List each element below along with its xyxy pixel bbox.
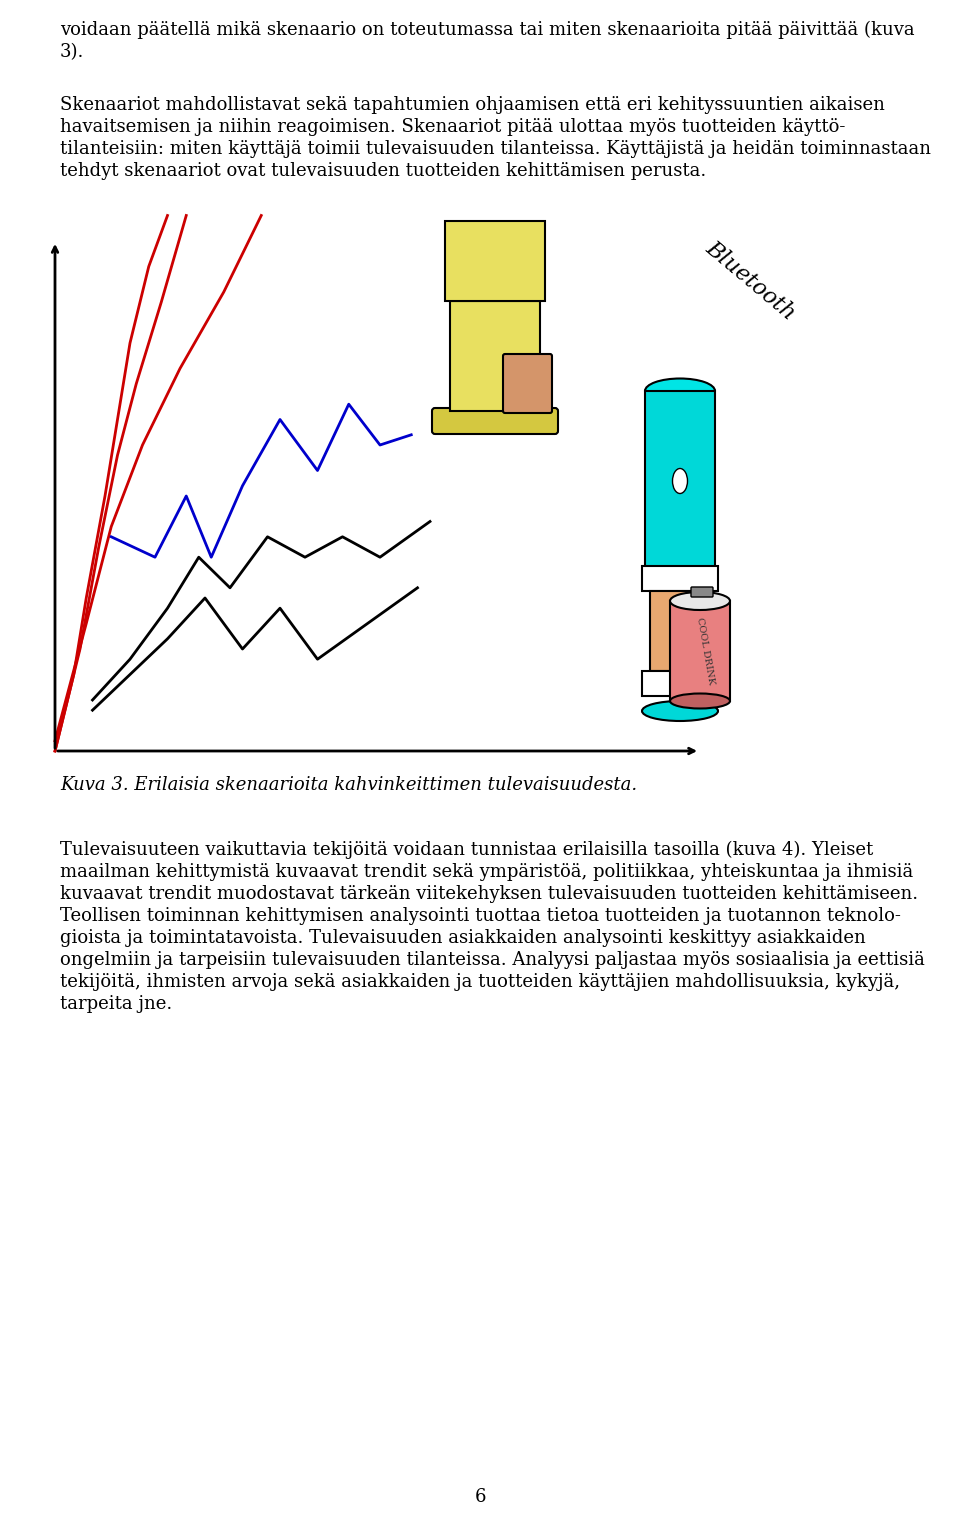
FancyBboxPatch shape <box>691 586 713 597</box>
Ellipse shape <box>670 694 730 709</box>
Text: ongelmiin ja tarpeisiin tulevaisuuden tilanteissa. Analyysi paljastaa myös sosia: ongelmiin ja tarpeisiin tulevaisuuden ti… <box>60 951 924 969</box>
Text: maailman kehittymistä kuvaavat trendit sekä ympäristöä, politiikkaa, yhteiskunta: maailman kehittymistä kuvaavat trendit s… <box>60 863 913 880</box>
Ellipse shape <box>645 378 715 404</box>
Text: tekijöitä, ihmisten arvoja sekä asiakkaiden ja tuotteiden käyttäjien mahdollisuu: tekijöitä, ihmisten arvoja sekä asiakkai… <box>60 974 900 991</box>
Text: COOL DRINK: COOL DRINK <box>695 617 715 686</box>
Text: tehdyt skenaariot ovat tulevaisuuden tuotteiden kehittämisen perusta.: tehdyt skenaariot ovat tulevaisuuden tuo… <box>60 162 707 181</box>
FancyBboxPatch shape <box>503 354 552 413</box>
Text: Teollisen toiminnan kehittymisen analysointi tuottaa tietoa tuotteiden ja tuotan: Teollisen toiminnan kehittymisen analyso… <box>60 906 900 925</box>
Text: havaitsemisen ja niihin reagoimisen. Skenaariot pitää ulottaa myös tuotteiden kä: havaitsemisen ja niihin reagoimisen. Ske… <box>60 118 846 136</box>
Text: gioista ja toimintatavoista. Tulevaisuuden asiakkaiden analysointi keskittyy asi: gioista ja toimintatavoista. Tulevaisuud… <box>60 929 866 948</box>
Ellipse shape <box>642 701 718 721</box>
Text: Skenaariot mahdollistavat sekä tapahtumien ohjaamisen että eri kehityssuuntien a: Skenaariot mahdollistavat sekä tapahtumi… <box>60 96 885 113</box>
Text: 3).: 3). <box>60 43 84 61</box>
Text: voidaan päätellä mikä skenaario on toteutumassa tai miten skenaarioita pitää päi: voidaan päätellä mikä skenaario on toteu… <box>60 21 915 40</box>
Ellipse shape <box>670 592 730 609</box>
Bar <box>642 566 718 591</box>
Text: tarpeita jne.: tarpeita jne. <box>60 995 172 1014</box>
Bar <box>642 671 718 697</box>
Ellipse shape <box>673 468 687 493</box>
Bar <box>645 390 715 571</box>
Text: Kuva 3. Erilaisia skenaarioita kahvinkeittimen tulevaisuudesta.: Kuva 3. Erilaisia skenaarioita kahvinkei… <box>60 776 637 795</box>
Text: 6: 6 <box>474 1488 486 1507</box>
Bar <box>450 302 540 410</box>
Text: kuvaavat trendit muodostavat tärkeän viitekehyksen tulevaisuuden tuotteiden kehi: kuvaavat trendit muodostavat tärkeän vii… <box>60 885 918 903</box>
Bar <box>650 591 710 671</box>
Text: tilanteisiin: miten käyttäjä toimii tulevaisuuden tilanteissa. Käyttäjistä ja he: tilanteisiin: miten käyttäjä toimii tule… <box>60 139 931 158</box>
Bar <box>670 602 730 701</box>
Bar <box>445 220 545 302</box>
Text: Bluetooth: Bluetooth <box>701 237 800 325</box>
FancyBboxPatch shape <box>432 407 558 433</box>
Text: Tulevaisuuteen vaikuttavia tekijöitä voidaan tunnistaa erilaisilla tasoilla (kuv: Tulevaisuuteen vaikuttavia tekijöitä voi… <box>60 841 874 859</box>
